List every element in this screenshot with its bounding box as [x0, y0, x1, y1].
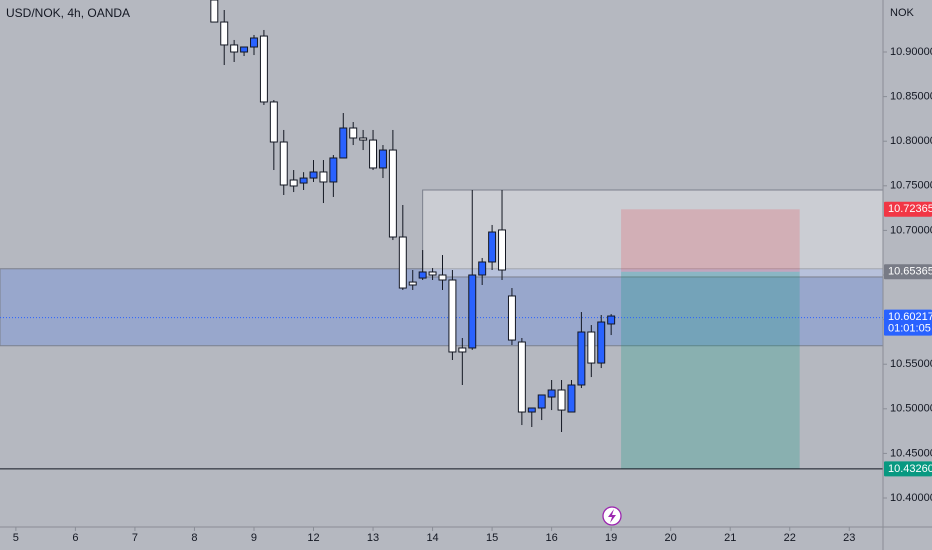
- target-label: 10.43260: [888, 463, 932, 475]
- entry-label: 10.65365: [888, 266, 932, 278]
- zone: [0, 268, 884, 347]
- candle-body: [259, 35, 268, 103]
- candle-body: [378, 149, 387, 169]
- x-tick-label: 15: [486, 532, 498, 544]
- plot-area: [0, 0, 884, 470]
- candle-body: [448, 279, 457, 353]
- x-tick-label: 14: [426, 532, 438, 544]
- candle-body: [428, 271, 437, 276]
- x-tick-label: 6: [72, 532, 78, 544]
- candle-body: [240, 46, 249, 53]
- candle-body: [607, 315, 616, 325]
- x-tick-label: 16: [546, 532, 558, 544]
- candle-body: [557, 389, 566, 411]
- target-zone: [621, 271, 800, 469]
- y-tick-label: 10.70000: [890, 224, 932, 236]
- candle-body: [527, 407, 536, 413]
- candle-body: [359, 137, 368, 141]
- y-tick-label: 10.45000: [890, 447, 932, 459]
- candle-body: [250, 37, 258, 48]
- last-price-label-box: [884, 309, 932, 336]
- y-tick-label: 10.50000: [890, 403, 932, 415]
- candle-body: [597, 321, 606, 364]
- candle-body: [478, 261, 487, 276]
- x-tick-label: 7: [132, 532, 138, 544]
- candle-body: [230, 44, 239, 53]
- candle-body: [329, 157, 338, 183]
- candle-body: [438, 274, 447, 281]
- candle-body: [220, 21, 229, 46]
- y-tick-label: 10.75000: [890, 180, 932, 192]
- candle-body: [458, 347, 467, 353]
- y-tick-label: 10.90000: [890, 46, 932, 58]
- x-tick-label: 8: [191, 532, 197, 544]
- x-tick-label: 22: [784, 532, 796, 544]
- candle-body: [398, 236, 407, 289]
- stop-label-box: [884, 201, 932, 217]
- candle-body: [388, 149, 397, 238]
- candle-body: [210, 0, 219, 23]
- x-tick-label: 12: [307, 532, 319, 544]
- x-tick-label: 23: [843, 532, 855, 544]
- candle-body: [468, 274, 477, 349]
- x-tick-label: 9: [251, 532, 257, 544]
- y-tick-label: 10.85000: [890, 91, 932, 103]
- candle-body: [547, 389, 556, 398]
- candle-body: [269, 101, 278, 143]
- stop-zone: [621, 209, 800, 272]
- candle-body: [587, 331, 596, 364]
- currency: NOK: [890, 7, 915, 19]
- x-tick-label: 21: [724, 532, 736, 544]
- last-price-label-countdown: 01:01:05: [888, 323, 931, 335]
- replay-icon[interactable]: [602, 506, 622, 526]
- candle-body: [339, 127, 348, 159]
- target-label-box: [884, 461, 932, 477]
- stop-label: 10.72365: [888, 203, 932, 215]
- candle-body: [309, 171, 318, 179]
- candle-body: [507, 295, 516, 341]
- candle-body: [537, 394, 546, 409]
- y-tick-label: 10.80000: [890, 135, 932, 147]
- candle-body: [488, 231, 497, 263]
- candle-body: [498, 229, 506, 271]
- x-tick-label: 20: [665, 532, 677, 544]
- chart-title: USD/NOK, 4h, OANDA: [6, 6, 130, 20]
- x-tick-label: 5: [13, 532, 19, 544]
- candle-body: [289, 179, 298, 187]
- candle-body: [299, 177, 308, 184]
- candle-body: [408, 281, 417, 286]
- candle-body: [279, 141, 288, 186]
- y-tick-label: 10.40000: [890, 492, 932, 504]
- y-tick-label: 10.55000: [890, 358, 932, 370]
- entry-label-box: [884, 264, 932, 280]
- candle-body: [577, 331, 586, 386]
- candle-body: [517, 341, 526, 413]
- candle-body: [567, 384, 576, 413]
- x-tick-label: 19: [605, 532, 617, 544]
- candle-body: [319, 171, 328, 183]
- candle-body: [369, 139, 378, 169]
- candle-body: [349, 127, 358, 139]
- x-tick-label: 13: [367, 532, 379, 544]
- candle-body: [418, 271, 427, 279]
- last-price-label: 10.60217: [888, 311, 932, 323]
